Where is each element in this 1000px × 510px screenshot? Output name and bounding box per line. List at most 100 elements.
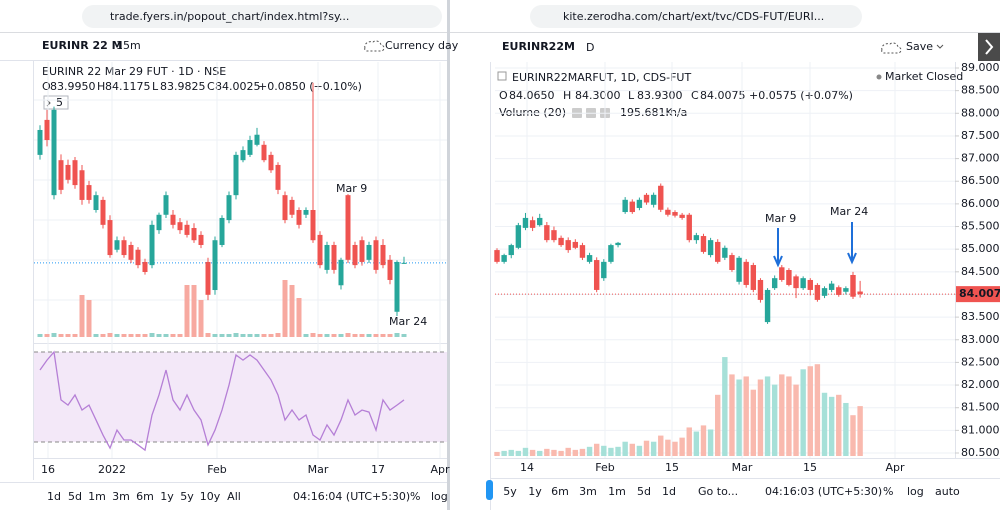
candle-body: [275, 164, 281, 190]
range-button[interactable]: 1d: [47, 490, 61, 503]
candle-body: [373, 240, 379, 270]
volume-bar: [233, 333, 239, 337]
candle-body: [636, 199, 643, 208]
candle-body: [800, 278, 806, 289]
save-caret[interactable]: [936, 44, 944, 49]
candle-body: [261, 144, 267, 161]
volume-bar: [170, 334, 176, 337]
range-button[interactable]: 1d: [662, 485, 676, 498]
x-tick-label: 14: [520, 461, 534, 474]
candle-body: [736, 257, 742, 282]
candle-body: [296, 210, 302, 225]
log-toggle[interactable]: log: [431, 490, 448, 503]
volume-bar: [764, 376, 771, 456]
candle-body: [743, 261, 749, 285]
range-button[interactable]: 5y: [180, 490, 194, 503]
session-button[interactable]: Currency day: [385, 39, 459, 52]
volume-value: 195.681K: [620, 106, 673, 119]
save-cloud-icon[interactable]: [881, 42, 902, 54]
status-dot: [876, 74, 882, 80]
candle-body: [72, 160, 78, 186]
volume-bar: [72, 334, 78, 337]
volume-bar: [537, 450, 543, 456]
candle-body: [501, 255, 507, 262]
candle-body: [715, 241, 721, 262]
volume-bar: [572, 449, 579, 456]
range-button[interactable]: 10y: [200, 490, 221, 503]
candle-body: [579, 245, 586, 258]
volume-bar: [643, 440, 650, 456]
range-button[interactable]: 6m: [551, 485, 569, 498]
volume-bar: [836, 394, 842, 456]
range-button[interactable]: 1y: [528, 485, 542, 498]
session-icon[interactable]: [364, 40, 385, 52]
left-address-bar[interactable]: [82, 5, 442, 28]
candle-body: [622, 199, 628, 213]
ohlc-key: L: [152, 80, 159, 93]
right-address-bar[interactable]: [530, 5, 862, 28]
candle-body: [240, 150, 246, 161]
right-toolbar-toggle[interactable]: [978, 33, 1000, 61]
candle-body: [529, 220, 536, 228]
legend-badge-box[interactable]: [43, 95, 69, 110]
legend-badge[interactable]: 5: [56, 96, 63, 109]
right-footer-tab[interactable]: [486, 480, 493, 500]
candle-body: [558, 237, 564, 246]
range-button[interactable]: 1m: [88, 490, 106, 503]
save-button[interactable]: Save: [906, 40, 933, 53]
candle-body: [212, 240, 218, 291]
volume-bar: [135, 334, 141, 337]
symbol-search[interactable]: EURINR 22 M: [42, 39, 123, 52]
volume-bar: [79, 295, 85, 337]
volume-bar: [565, 447, 571, 456]
range-button[interactable]: 5y: [503, 485, 517, 498]
interval-button[interactable]: D: [586, 41, 594, 54]
symbol-search[interactable]: EURINR22M: [502, 40, 575, 53]
range-button[interactable]: 5d: [68, 490, 82, 503]
candle-body: [44, 119, 50, 141]
candle-body: [508, 245, 514, 256]
interval-button[interactable]: 15m: [116, 39, 141, 52]
y-tick-label: 80.5000: [961, 446, 1000, 459]
range-button[interactable]: 3m: [112, 490, 130, 503]
x-tick-label: 16: [41, 463, 55, 476]
y-tick-label: 82.0000: [961, 378, 1000, 391]
y-tick-label: 83.0000: [961, 333, 1000, 346]
goto-button[interactable]: Go to...: [698, 485, 738, 498]
volume-bar: [219, 334, 225, 337]
candle-body: [551, 230, 557, 241]
volume-bar: [850, 415, 856, 456]
volume-bar: [679, 437, 685, 456]
percent-toggle[interactable]: %: [883, 485, 893, 498]
ohlc-change: +0.0575 (+0.07%): [749, 89, 853, 102]
range-button[interactable]: All: [227, 490, 241, 503]
volume-bar: [743, 376, 749, 456]
volume-bar: [149, 333, 155, 337]
candle-body: [191, 228, 197, 241]
legend-title: EURINR 22 Mar 29 FUT · 1D · NSE: [42, 65, 226, 78]
candle-body: [843, 288, 849, 292]
volume-bar: [665, 439, 671, 456]
ohlc-value: 83.9950: [50, 80, 96, 93]
candle-body: [254, 134, 260, 145]
log-toggle[interactable]: log: [907, 485, 924, 498]
candle-body: [537, 217, 543, 226]
candle-body: [764, 289, 771, 323]
range-button[interactable]: 5d: [637, 485, 651, 498]
y-tick-label: 83.5000: [961, 310, 1000, 323]
volume-bar: [629, 443, 635, 456]
volume-bar: [198, 300, 204, 337]
volume-bar: [380, 334, 386, 337]
auto-toggle[interactable]: auto: [935, 485, 960, 498]
percent-toggle[interactable]: %: [410, 490, 420, 503]
candle-body: [303, 210, 309, 215]
range-button[interactable]: 1y: [160, 490, 174, 503]
range-button[interactable]: 6m: [136, 490, 154, 503]
x-tick-label: 15: [803, 461, 817, 474]
x-tick-label: Apr: [430, 463, 450, 476]
ohlc-value: 84.0075: [700, 89, 746, 102]
range-button[interactable]: 3m: [579, 485, 597, 498]
last-price-label: 84.0075: [959, 287, 1000, 300]
range-button[interactable]: 1m: [608, 485, 626, 498]
candle-body: [247, 140, 253, 155]
